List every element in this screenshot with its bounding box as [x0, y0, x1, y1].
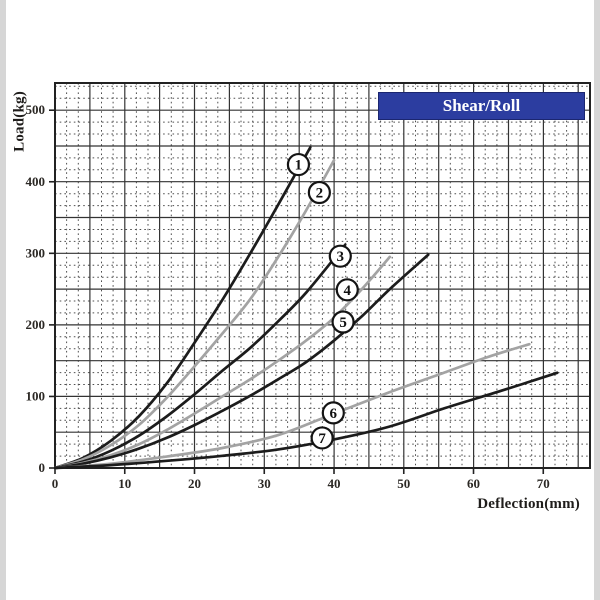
curve-1: [53, 146, 312, 470]
x-axis-title: Deflection(mm): [477, 496, 580, 512]
marker-number: 6: [330, 406, 338, 422]
x-tick-label: 50: [397, 476, 410, 491]
y-tick-label: 200: [26, 317, 46, 332]
scan-edge-right: [594, 0, 600, 600]
marker-circle: [307, 180, 331, 205]
curve-label-marker-4: 4: [335, 278, 359, 302]
x-tick-label: 0: [52, 476, 59, 491]
x-tick-label: 20: [188, 476, 201, 491]
y-tick-label: 100: [26, 388, 46, 403]
curve-label-marker-3: 3: [328, 244, 352, 268]
marker-circle: [286, 152, 311, 177]
marker-number: 1: [295, 158, 303, 174]
legend-shear-roll: Shear/Roll: [378, 92, 585, 120]
marker-number: 7: [318, 431, 326, 447]
marker-number: 3: [337, 249, 345, 265]
marker-circle: [331, 310, 355, 334]
marker-circle: [310, 426, 334, 450]
marker-circle: [328, 244, 352, 268]
curve-label-marker-5: 5: [331, 310, 355, 334]
x-tick-label: 40: [328, 476, 341, 491]
marker-circle: [321, 401, 345, 425]
scan-edge-left: [0, 0, 6, 600]
curve-label-marker-7: 7: [310, 426, 334, 450]
curve-6: [53, 342, 531, 470]
y-axis-title: Load(kg): [11, 91, 28, 152]
curve-label-marker-6: 6: [321, 401, 345, 425]
curve-label-marker-1: 1: [286, 152, 311, 177]
curve-5: [53, 253, 430, 470]
y-tick-label: 0: [39, 460, 46, 475]
marker-number: 2: [316, 185, 324, 201]
y-tick-label: 300: [26, 245, 46, 260]
x-tick-label: 70: [537, 476, 550, 491]
y-tick-label: 400: [26, 174, 46, 189]
x-tick-label: 10: [118, 476, 131, 491]
marker-number: 4: [344, 283, 352, 299]
curve-3: [53, 243, 347, 470]
curve-7: [53, 371, 559, 470]
curve-label-markers: 12 3 4 5 67: [286, 152, 359, 450]
legend-label: Shear/Roll: [442, 96, 521, 115]
x-tick-label: 30: [258, 476, 271, 491]
plot-border: [54, 82, 591, 469]
marker-circle: [335, 278, 359, 302]
y-tick-label: 500: [26, 102, 46, 117]
curve-2: [53, 158, 336, 470]
x-tick-label: 60: [467, 476, 480, 491]
curve-label-marker-2: 2: [307, 180, 331, 205]
marker-number: 5: [339, 315, 347, 331]
